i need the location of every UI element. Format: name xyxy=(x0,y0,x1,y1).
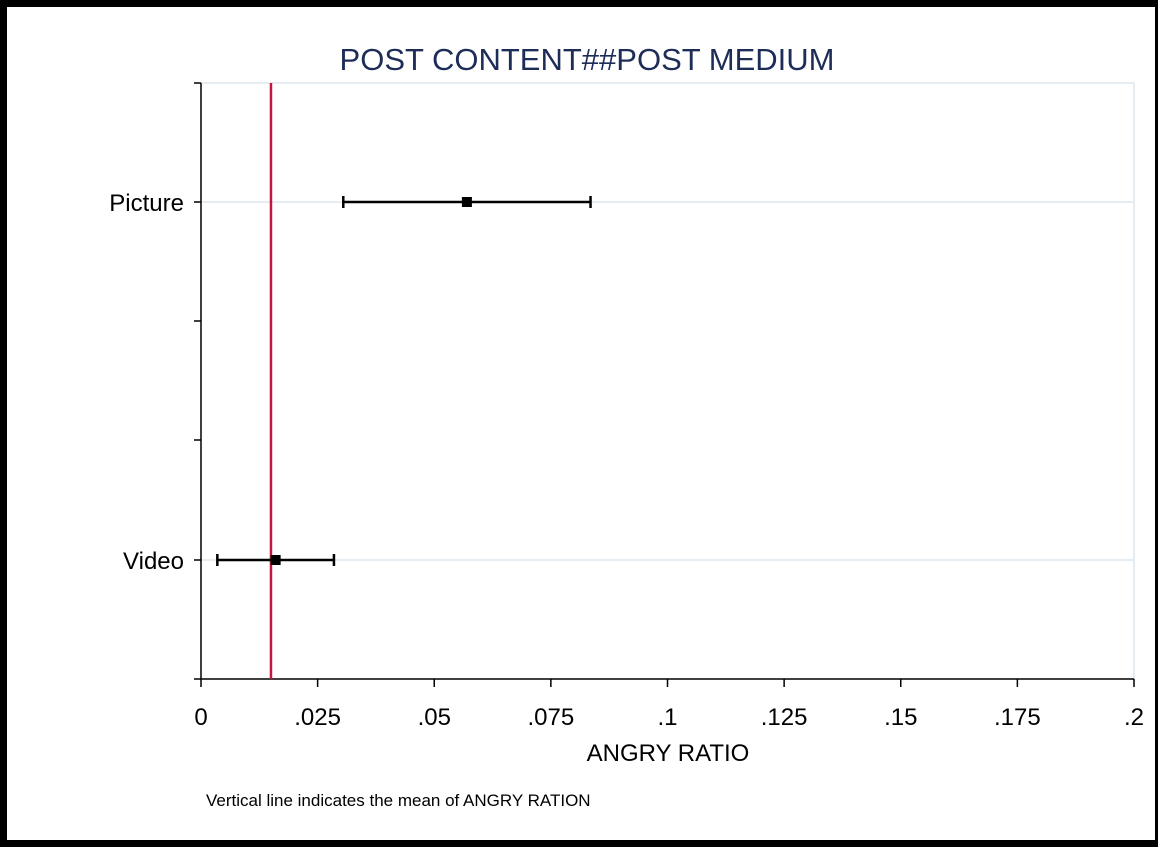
x-tick-label: .025 xyxy=(294,704,341,731)
chart-title: POST CONTENT##POST MEDIUM xyxy=(340,42,835,77)
marks-layer xyxy=(216,196,592,566)
point-estimate-video xyxy=(270,555,281,565)
x-tick-label: .15 xyxy=(884,704,917,731)
grid-layer xyxy=(201,82,1135,679)
x-tick-label: .2 xyxy=(1124,704,1144,731)
axis-layer: Picture Video 0 .025 .05 .075 .1 .125 .15 .175 .2 xyxy=(109,82,1144,731)
chart-canvas: PictureVideo0.025.05.075.1.125.15.175.2 … xyxy=(109,42,1144,810)
x-tick-label: .175 xyxy=(994,704,1041,731)
y-tick-label-picture: Picture xyxy=(109,190,184,217)
x-tick-label: .05 xyxy=(418,704,451,731)
x-tick-label: .125 xyxy=(761,704,808,731)
x-axis-title: ANGRY RATIO xyxy=(587,740,750,767)
point-estimate-picture xyxy=(461,197,472,207)
x-tick-label: .1 xyxy=(657,704,677,731)
chart-note: Vertical line indicates the mean of ANGR… xyxy=(206,791,591,810)
x-tick-label: 0 xyxy=(194,704,207,731)
y-tick-label-video: Video xyxy=(123,548,184,575)
x-tick-label: .075 xyxy=(528,704,575,731)
